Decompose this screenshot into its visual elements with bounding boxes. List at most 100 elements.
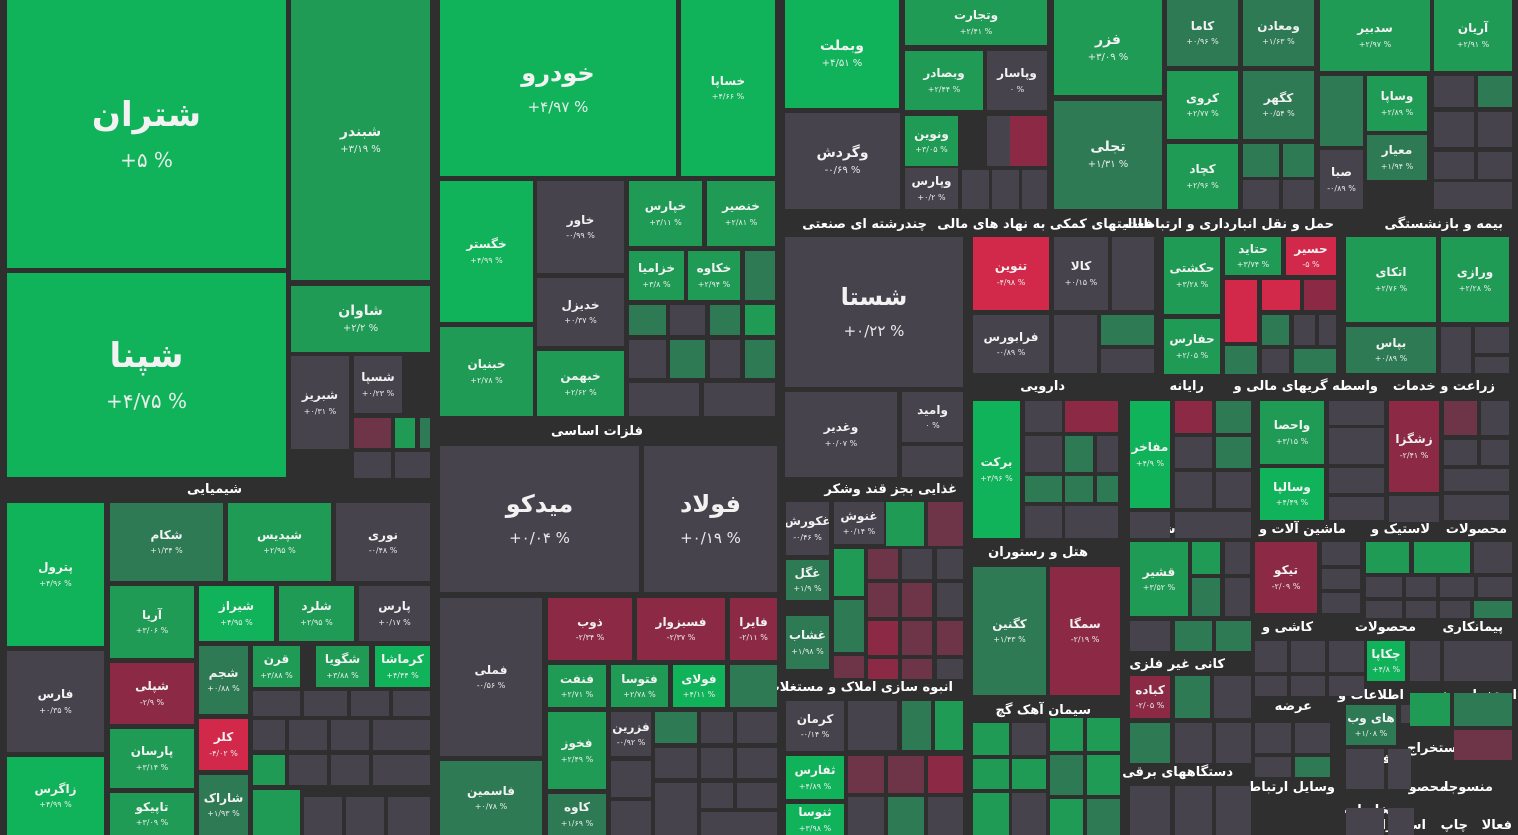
ticker-tile-small[interactable] — [902, 621, 932, 655]
ticker-tile-small[interactable] — [928, 502, 963, 546]
ticker-tile-small[interactable] — [1065, 476, 1093, 502]
ticker-tile[interactable]: شلرد +۲/۹۵ % — [279, 586, 354, 641]
ticker-tile-small[interactable] — [1444, 440, 1477, 465]
ticker-tile-small[interactable] — [1175, 512, 1251, 538]
ticker-tile-small[interactable] — [1101, 315, 1154, 345]
ticker-tile-small[interactable] — [655, 748, 697, 778]
ticker-tile[interactable]: فولاد +۰/۱۹ % — [644, 446, 777, 592]
ticker-tile-small[interactable] — [1440, 577, 1474, 597]
ticker-tile-small[interactable] — [304, 797, 342, 835]
ticker-tile[interactable]: تجلی +۱/۳۱ % — [1054, 101, 1162, 209]
ticker-tile[interactable]: کاما +۰/۹۶ % — [1167, 0, 1238, 66]
ticker-tile-small[interactable] — [710, 305, 740, 335]
ticker-tile-small[interactable] — [745, 340, 775, 378]
ticker-tile-small[interactable] — [902, 659, 932, 679]
ticker-tile-small[interactable] — [848, 797, 884, 835]
ticker-tile[interactable]: خگستر +۴/۹۹ % — [440, 181, 533, 322]
ticker-tile-small[interactable] — [848, 701, 897, 750]
ticker-tile-small[interactable] — [848, 756, 884, 793]
ticker-tile-small[interactable] — [354, 452, 391, 478]
ticker-tile-small[interactable] — [1478, 152, 1512, 179]
ticker-tile-small[interactable] — [1295, 757, 1330, 777]
ticker-tile[interactable]: حسیر -۵ % — [1286, 237, 1336, 275]
ticker-tile-small[interactable] — [1388, 749, 1411, 789]
ticker-tile[interactable]: حکشتی +۳/۲۸ % — [1164, 237, 1220, 314]
ticker-tile-small[interactable] — [1050, 755, 1083, 795]
ticker-tile-small[interactable] — [611, 801, 651, 835]
ticker-tile-small[interactable] — [928, 756, 963, 793]
ticker-tile-small[interactable] — [1414, 542, 1470, 573]
ticker-tile-small[interactable] — [935, 701, 963, 750]
ticker-tile[interactable]: کرمان -۰/۱۴ % — [786, 701, 844, 751]
ticker-tile-small[interactable] — [1478, 76, 1512, 107]
ticker-tile-small[interactable] — [730, 665, 777, 707]
ticker-tile-small[interactable] — [1319, 315, 1336, 345]
ticker-tile-small[interactable] — [1329, 468, 1384, 493]
ticker-tile-small[interactable] — [1054, 315, 1097, 373]
ticker-tile-small[interactable] — [1329, 401, 1384, 425]
ticker-tile-small[interactable] — [351, 691, 389, 716]
ticker-tile[interactable]: های وب +۱/۰۸ % — [1346, 705, 1396, 745]
ticker-tile-small[interactable] — [629, 305, 666, 335]
ticker-tile[interactable]: وتجارت +۲/۴۱ % — [905, 0, 1047, 45]
ticker-tile-small[interactable] — [1255, 641, 1287, 672]
ticker-tile-small[interactable] — [1366, 542, 1409, 573]
ticker-tile-small[interactable] — [1216, 437, 1251, 468]
ticker-tile[interactable]: شپنا +۴/۷۵ % — [7, 273, 286, 477]
ticker-tile-small[interactable] — [937, 583, 963, 617]
ticker-tile-small[interactable] — [1175, 786, 1212, 835]
ticker-tile[interactable]: شپدیس +۲/۹۵ % — [228, 503, 331, 581]
ticker-tile-small[interactable] — [1065, 401, 1118, 432]
ticker-tile[interactable]: وپارس +۰/۲ % — [905, 168, 958, 209]
ticker-tile[interactable]: تنوین -۴/۹۸ % — [973, 237, 1049, 310]
ticker-tile[interactable]: وامید ۰ % — [902, 392, 963, 442]
ticker-tile-small[interactable] — [1262, 349, 1289, 373]
ticker-tile[interactable]: معیار +۱/۹۴ % — [1367, 135, 1427, 180]
ticker-tile-small[interactable] — [701, 812, 777, 835]
ticker-tile-small[interactable] — [745, 251, 775, 300]
ticker-tile-small[interactable] — [745, 305, 775, 335]
ticker-tile-small[interactable] — [737, 712, 777, 743]
ticker-tile[interactable]: کگنین +۱/۴۳ % — [973, 567, 1046, 695]
ticker-tile-small[interactable] — [1481, 401, 1509, 435]
ticker-tile-small[interactable] — [1087, 755, 1120, 795]
ticker-tile[interactable]: کاوه +۱/۶۹ % — [548, 794, 606, 835]
ticker-tile-small[interactable] — [1175, 401, 1212, 433]
ticker-tile[interactable]: سمگا -۲/۱۹ % — [1050, 567, 1120, 695]
ticker-tile-small[interactable] — [1214, 676, 1251, 718]
ticker-tile-small[interactable] — [388, 797, 430, 835]
ticker-tile-small[interactable] — [902, 549, 932, 579]
ticker-tile-small[interactable] — [253, 720, 285, 750]
ticker-tile-small[interactable] — [868, 583, 898, 617]
ticker-tile-small[interactable] — [1025, 401, 1062, 432]
ticker-tile-small[interactable] — [1255, 723, 1291, 753]
ticker-tile-small[interactable] — [1025, 436, 1062, 472]
ticker-tile-small[interactable] — [1406, 577, 1436, 597]
ticker-tile[interactable]: زاگرس +۴/۹۹ % — [7, 757, 104, 835]
ticker-tile-small[interactable] — [629, 340, 666, 378]
ticker-tile[interactable]: کباده -۲/۰۵ % — [1130, 676, 1170, 718]
ticker-tile[interactable]: نوری -۰/۴۸ % — [336, 503, 430, 581]
ticker-tile[interactable]: مفاخر +۴/۹ % — [1130, 401, 1170, 508]
ticker-tile-small[interactable] — [888, 756, 924, 793]
ticker-tile-small[interactable] — [1283, 144, 1314, 177]
ticker-tile-small[interactable] — [1050, 799, 1083, 835]
ticker-tile[interactable]: قشیر +۳/۵۲ % — [1130, 542, 1188, 616]
ticker-tile-small[interactable] — [611, 761, 651, 797]
ticker-tile-small[interactable] — [1320, 76, 1363, 146]
ticker-tile[interactable]: فاسمین +۰/۷۸ % — [440, 761, 542, 835]
ticker-tile-small[interactable] — [395, 418, 415, 448]
ticker-tile-small[interactable] — [962, 170, 989, 209]
ticker-tile[interactable]: اتکای +۲/۷۶ % — [1346, 237, 1436, 322]
ticker-tile-small[interactable] — [886, 502, 924, 546]
ticker-tile[interactable]: شاراک +۱/۹۳ % — [199, 775, 248, 835]
ticker-tile[interactable]: کچاد +۲/۹۶ % — [1167, 144, 1238, 209]
ticker-tile-small[interactable] — [393, 691, 430, 716]
ticker-tile[interactable]: فرابورس -۰/۸۹ % — [973, 315, 1049, 373]
ticker-tile-small[interactable] — [937, 549, 963, 579]
ticker-tile[interactable]: غشاب +۱/۹۸ % — [786, 616, 829, 669]
ticker-tile[interactable]: وبملت +۴/۵۱ % — [785, 0, 899, 108]
ticker-tile-small[interactable] — [868, 659, 898, 679]
ticker-tile-small[interactable] — [1434, 152, 1474, 179]
ticker-tile-small[interactable] — [1012, 759, 1046, 789]
